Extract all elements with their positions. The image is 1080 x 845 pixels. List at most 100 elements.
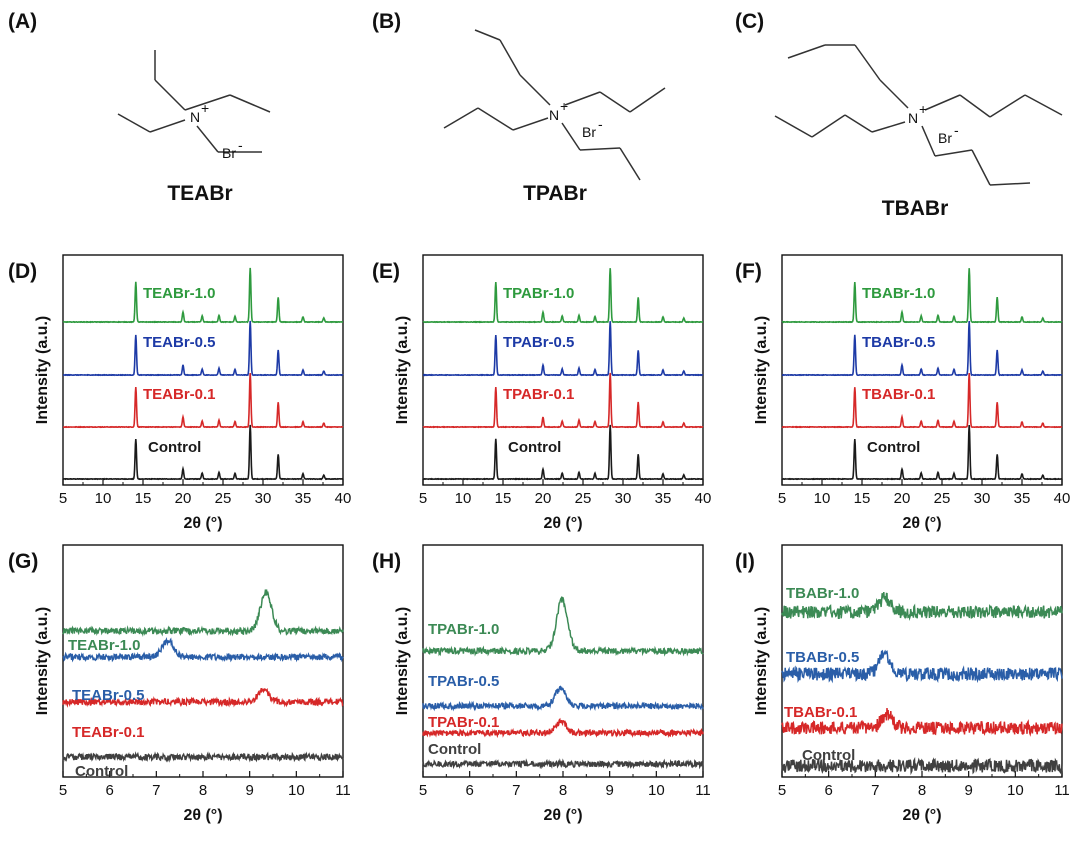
series-line — [781, 707, 1063, 737]
series-label: TBABr-0.1 — [784, 704, 857, 721]
panel-label-i: (I) — [735, 550, 755, 573]
x-tick-label: 6 — [465, 782, 473, 799]
series-line — [62, 687, 344, 708]
y-axis-label: Intensity (a.u.) — [394, 607, 411, 715]
series-label: Control — [508, 439, 561, 456]
series-line — [422, 595, 704, 657]
x-tick-label: 10 — [1007, 782, 1024, 799]
panel-label-f: (F) — [735, 260, 762, 283]
x-tick-label: 20 — [535, 490, 552, 507]
teabr-bonds — [117, 50, 271, 153]
panel-g: (G) 5 6 7 8 9 10 11 Control TEABr-0.1 TEABr-0.5 TE… — [8, 544, 351, 824]
panel-label-g: (G) — [8, 550, 38, 573]
x-tick-label: 7 — [871, 782, 879, 799]
series-label: TEABr-1.0 — [143, 285, 216, 302]
series-label: TPABr-0.5 — [503, 334, 574, 351]
x-axis-label: 2θ (°) — [902, 807, 941, 824]
x-tick-label: 11 — [695, 782, 711, 799]
x-tick-label: 25 — [934, 490, 951, 507]
x-tick-label: 5 — [778, 782, 786, 799]
series-label: TBABr-0.5 — [862, 334, 935, 351]
tbabr-charge: + — [919, 101, 927, 117]
y-axis-label: Intensity (a.u.) — [394, 316, 411, 424]
x-tick-label: 25 — [575, 490, 592, 507]
series-line — [781, 649, 1063, 684]
x-tick-label: 6 — [105, 782, 113, 799]
tpabr-name: TPABr — [523, 182, 587, 205]
x-tick-label: 5 — [59, 490, 67, 507]
series-line — [62, 637, 344, 663]
series-label: TPABr-0.5 — [428, 673, 499, 690]
panel-e: (E) 5 10 15 20 25 30 35 40 Control TPABr-0.1 TPABr… — [372, 254, 712, 532]
tbabr-bromide-charge: - — [954, 122, 959, 138]
series-label: TBABr-0.1 — [862, 386, 935, 403]
panel-h: (H) 5 6 7 8 9 10 11 Control TPABr-0.1 TPABr-0.5 TP… — [372, 544, 711, 824]
x-tick-label: 6 — [824, 782, 832, 799]
plot-area: 5 6 7 8 9 10 11 Control TEABr-0.1 TEABr-0.5 TEABr-… — [59, 589, 351, 799]
x-tick-label: 35 — [655, 490, 672, 507]
x-tick-label: 15 — [135, 490, 152, 507]
x-tick-label: 5 — [419, 782, 427, 799]
series-line — [422, 685, 704, 712]
x-axis-label: 2θ (°) — [183, 515, 222, 532]
x-tick-label: 40 — [335, 490, 352, 507]
x-tick-label: 10 — [814, 490, 831, 507]
y-axis-label: Intensity (a.u.) — [753, 316, 770, 424]
series-line — [422, 717, 704, 739]
tpabr-bonds — [443, 29, 666, 181]
x-tick-label: 9 — [964, 782, 972, 799]
tbabr-nitrogen: N — [908, 110, 918, 126]
series-line — [781, 591, 1063, 622]
series-line — [781, 372, 1063, 429]
plot-frame — [62, 544, 344, 778]
series-label: TPABr-1.0 — [503, 285, 574, 302]
series-label: TEABr-0.5 — [72, 687, 145, 704]
tpabr-charge: + — [560, 98, 568, 114]
x-tick-label: 35 — [295, 490, 312, 507]
x-axis-label: 2θ (°) — [543, 807, 582, 824]
x-tick-label: 5 — [778, 490, 786, 507]
series-label: Control — [802, 747, 855, 764]
x-tick-label: 5 — [59, 782, 67, 799]
x-axis-label: 2θ (°) — [543, 515, 582, 532]
x-tick-label: 15 — [495, 490, 512, 507]
series-label: TPABr-0.1 — [503, 386, 574, 403]
series-label: TPABr-1.0 — [428, 621, 499, 638]
panel-d: (D) 5 10 15 20 25 30 35 40 Control TEABr-0.1 TEABr… — [8, 254, 352, 532]
teabr-bromide-charge: - — [238, 137, 243, 153]
structure-tpabr: (B) N + Br - TPABr — [372, 10, 666, 205]
tpabr-nitrogen: N — [549, 107, 559, 123]
x-tick-label: 11 — [1054, 782, 1070, 799]
x-tick-label: 10 — [648, 782, 665, 799]
panel-label-c: (C) — [735, 10, 764, 33]
tbabr-name: TBABr — [882, 197, 949, 220]
series-line — [63, 320, 344, 377]
series-line — [62, 589, 344, 637]
series-line — [422, 321, 704, 377]
x-tick-label: 30 — [615, 490, 632, 507]
x-tick-label: 8 — [918, 782, 926, 799]
series-line — [62, 751, 344, 763]
y-axis-label: Intensity (a.u.) — [34, 607, 51, 715]
x-tick-label: 30 — [255, 490, 272, 507]
x-tick-label: 9 — [245, 782, 253, 799]
series-line — [62, 424, 344, 481]
series-label: Control — [428, 741, 481, 758]
tbabr-bromide: Br — [938, 130, 952, 146]
series-line — [62, 267, 343, 324]
series-label: TBABr-1.0 — [786, 585, 859, 602]
x-tick-label: 8 — [199, 782, 207, 799]
x-tick-label: 35 — [1014, 490, 1031, 507]
y-axis-label: Intensity (a.u.) — [753, 607, 770, 715]
plot-area: 5 6 7 8 9 10 11 Control TBABr-0.1 TBABr-0.5 TBABr-… — [778, 585, 1070, 799]
series-label: TEABr-0.1 — [72, 724, 145, 741]
teabr-name: TEABr — [167, 182, 232, 205]
series-label: TBABr-0.5 — [786, 649, 859, 666]
x-tick-label: 7 — [512, 782, 520, 799]
series-line — [422, 268, 703, 324]
x-tick-label: 10 — [95, 490, 112, 507]
x-tick-label: 40 — [695, 490, 712, 507]
series-line — [422, 372, 704, 429]
x-tick-label: 10 — [288, 782, 305, 799]
x-tick-label: 8 — [559, 782, 567, 799]
